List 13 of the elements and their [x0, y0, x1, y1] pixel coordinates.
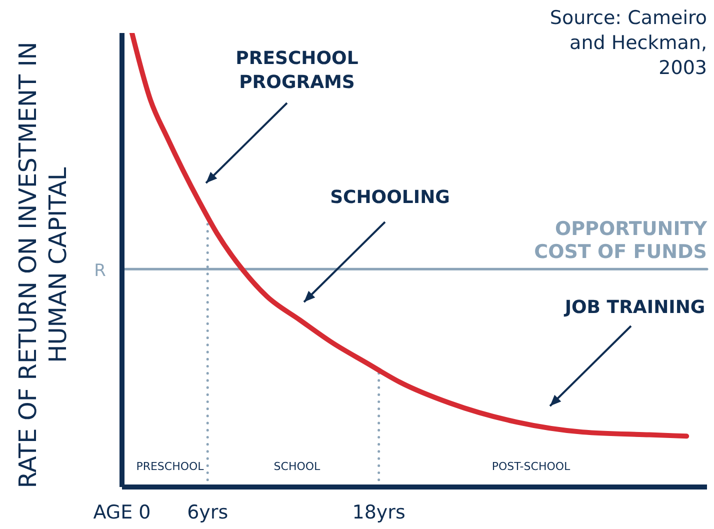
x-tick-label: 18yrs — [352, 501, 406, 524]
ref-line-label: OPPORTUNITY COST OF FUNDS — [534, 218, 708, 264]
annotation: POST-SCHOOL — [492, 460, 572, 473]
annotation: SCHOOL — [274, 460, 322, 473]
text: R — [94, 261, 106, 281]
annotation: Source: Cameiro and Heckman, 2003 — [548, 6, 707, 81]
annotation: PRESCHOOL PROGRAMS — [236, 48, 358, 93]
y-axis-title: RATE OF RETURN ON INVESTMENT IN HUMAN CAPITAL — [13, 40, 73, 490]
annotation: JOB TRAINING — [562, 297, 706, 318]
annotation: PRESCHOOL — [136, 460, 205, 473]
annotation: SCHOOLING — [330, 187, 450, 208]
x-tick-label: AGE 0 — [93, 501, 151, 524]
x-tick-label: 6yrs — [187, 501, 228, 524]
